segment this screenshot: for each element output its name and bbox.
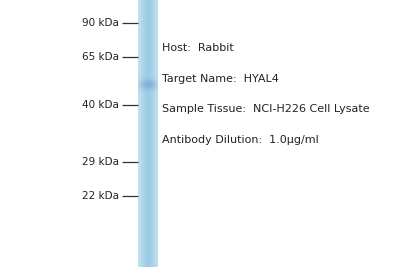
Text: Target Name:  HYAL4: Target Name: HYAL4: [162, 74, 279, 84]
Text: 29 kDa: 29 kDa: [82, 156, 119, 167]
Text: Antibody Dilution:  1.0μg/ml: Antibody Dilution: 1.0μg/ml: [162, 135, 319, 145]
Text: 65 kDa: 65 kDa: [82, 52, 119, 62]
Text: 40 kDa: 40 kDa: [82, 100, 119, 111]
Text: 90 kDa: 90 kDa: [82, 18, 119, 28]
Text: Sample Tissue:  NCI-H226 Cell Lysate: Sample Tissue: NCI-H226 Cell Lysate: [162, 104, 370, 115]
Text: Host:  Rabbit: Host: Rabbit: [162, 43, 234, 53]
Text: 22 kDa: 22 kDa: [82, 191, 119, 201]
